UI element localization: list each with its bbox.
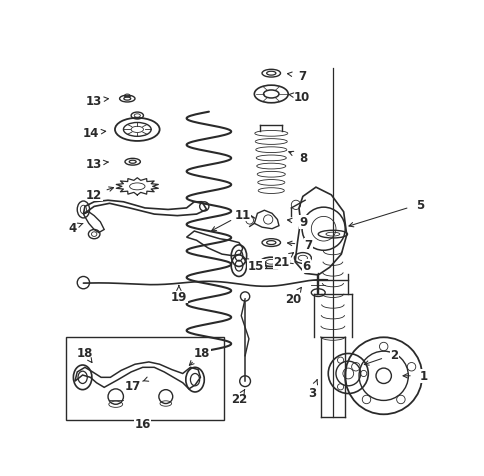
Text: 20: 20 bbox=[284, 293, 301, 306]
Text: 7: 7 bbox=[297, 70, 305, 83]
Text: 12: 12 bbox=[86, 188, 102, 201]
Text: 11: 11 bbox=[234, 208, 250, 221]
Text: 22: 22 bbox=[230, 393, 246, 406]
Text: 10: 10 bbox=[293, 90, 310, 104]
Text: 19: 19 bbox=[170, 290, 187, 303]
Text: 17: 17 bbox=[124, 379, 140, 392]
Text: 13: 13 bbox=[86, 94, 102, 108]
Text: 8: 8 bbox=[299, 152, 307, 165]
Text: 16: 16 bbox=[134, 417, 151, 430]
Text: 15: 15 bbox=[247, 259, 263, 273]
Text: 14: 14 bbox=[83, 127, 99, 139]
Text: 13: 13 bbox=[86, 158, 102, 170]
Text: 5: 5 bbox=[415, 198, 423, 211]
Text: 21: 21 bbox=[272, 256, 289, 269]
Text: 7: 7 bbox=[303, 239, 312, 252]
Text: 18: 18 bbox=[76, 347, 93, 359]
Text: 6: 6 bbox=[302, 259, 310, 273]
Text: 2: 2 bbox=[390, 348, 398, 361]
Text: 4: 4 bbox=[68, 221, 76, 234]
Text: 1: 1 bbox=[419, 369, 427, 383]
Text: 9: 9 bbox=[299, 216, 307, 229]
Text: 18: 18 bbox=[194, 347, 210, 359]
Text: 3: 3 bbox=[307, 387, 316, 399]
